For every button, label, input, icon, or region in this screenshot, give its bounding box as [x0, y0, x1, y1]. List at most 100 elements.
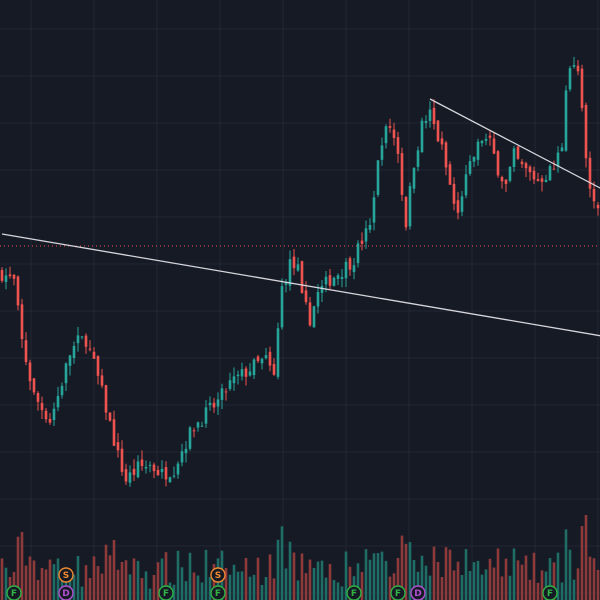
candle — [28, 359, 32, 391]
candle — [448, 161, 452, 185]
candle — [584, 102, 588, 168]
candle — [68, 354, 72, 376]
candle — [4, 268, 8, 290]
long-trendline[interactable] — [1, 233, 600, 337]
candle — [540, 175, 544, 192]
event-marker-financial[interactable]: F — [346, 585, 362, 600]
candle — [152, 462, 156, 479]
candle-body — [300, 261, 304, 293]
volume-bar — [80, 586, 84, 600]
volume-bar — [372, 553, 376, 600]
event-markers[interactable]: DSF F FSF F D F — [6, 567, 558, 600]
candle-body — [416, 150, 420, 167]
candle-body — [168, 477, 172, 483]
candle — [360, 232, 364, 251]
candle-body — [492, 138, 496, 154]
event-marker-dividend[interactable]: D — [410, 585, 426, 600]
volume-bar — [28, 556, 32, 600]
candle — [484, 133, 488, 145]
event-marker-label: F — [163, 589, 169, 599]
candle — [548, 163, 552, 181]
upper-trendline[interactable] — [429, 98, 600, 189]
event-marker-financial[interactable]: F — [542, 585, 558, 600]
candle — [268, 346, 272, 372]
event-marker-split[interactable]: S — [58, 567, 74, 583]
candle — [568, 65, 572, 92]
volume-bar — [4, 567, 8, 600]
candle-body — [304, 290, 308, 303]
candle-body — [360, 240, 364, 244]
candle-body — [208, 402, 212, 406]
candle — [588, 151, 592, 198]
candle-body — [368, 225, 372, 230]
candle — [560, 143, 564, 152]
candle — [124, 463, 128, 485]
candle — [168, 476, 172, 484]
volume-bar — [428, 575, 432, 600]
candle — [488, 131, 492, 146]
candle-body — [560, 147, 564, 152]
candle — [96, 355, 100, 385]
volume-bar — [52, 564, 56, 600]
volume-bar — [420, 555, 424, 600]
candle-body — [528, 166, 532, 173]
candle-body — [0, 270, 4, 281]
event-marker-financial[interactable]: F — [210, 585, 226, 600]
event-marker-financial[interactable]: F — [158, 585, 174, 600]
candle — [172, 466, 176, 479]
volume-bar — [84, 565, 88, 600]
volume-bar — [344, 551, 348, 600]
volume-bar — [592, 558, 596, 600]
candle-body — [200, 425, 204, 427]
candle-body — [60, 385, 64, 396]
volume-bar — [584, 515, 588, 600]
event-marker-financial[interactable]: F — [6, 585, 22, 600]
candle-body — [280, 286, 284, 328]
candle-body — [504, 179, 508, 185]
volume-bar — [228, 574, 232, 600]
candle-body — [384, 126, 388, 144]
candle-body — [172, 475, 176, 477]
candle — [24, 332, 28, 366]
candle — [184, 441, 188, 463]
volume-bar — [304, 573, 308, 600]
event-marker-circle — [58, 585, 74, 600]
event-marker-split[interactable]: S — [210, 567, 226, 583]
volume-bar — [268, 554, 272, 600]
candle — [388, 118, 392, 133]
volume-bar — [60, 569, 64, 600]
candle-body — [216, 399, 220, 407]
event-marker-circle — [542, 585, 558, 600]
candle — [456, 192, 460, 220]
drawings[interactable] — [0, 98, 600, 337]
candle-body — [220, 388, 224, 400]
candle — [528, 165, 532, 181]
event-marker-dividend[interactable]: D — [58, 585, 74, 600]
candle — [440, 131, 444, 150]
candle-body — [472, 156, 476, 162]
volume-bar — [44, 569, 48, 600]
volume-bar — [320, 560, 324, 600]
volume-bar — [48, 559, 52, 600]
candle — [480, 140, 484, 147]
candle — [468, 155, 472, 176]
volume-bar — [336, 582, 340, 600]
candle-body — [412, 167, 416, 189]
volume-bar — [564, 529, 568, 600]
candle-body — [420, 120, 424, 152]
candle — [552, 160, 556, 170]
candle-body — [80, 336, 84, 338]
volume-bar — [176, 550, 180, 600]
volume-bar — [536, 582, 540, 600]
candle-body — [228, 380, 232, 389]
event-marker-financial[interactable]: F — [390, 585, 406, 600]
candle — [32, 377, 36, 396]
volume-bar — [276, 539, 280, 600]
candle — [204, 400, 208, 428]
candle-body — [332, 277, 336, 286]
candle — [396, 131, 400, 163]
candle-body — [372, 197, 376, 223]
candle-body — [540, 178, 544, 182]
